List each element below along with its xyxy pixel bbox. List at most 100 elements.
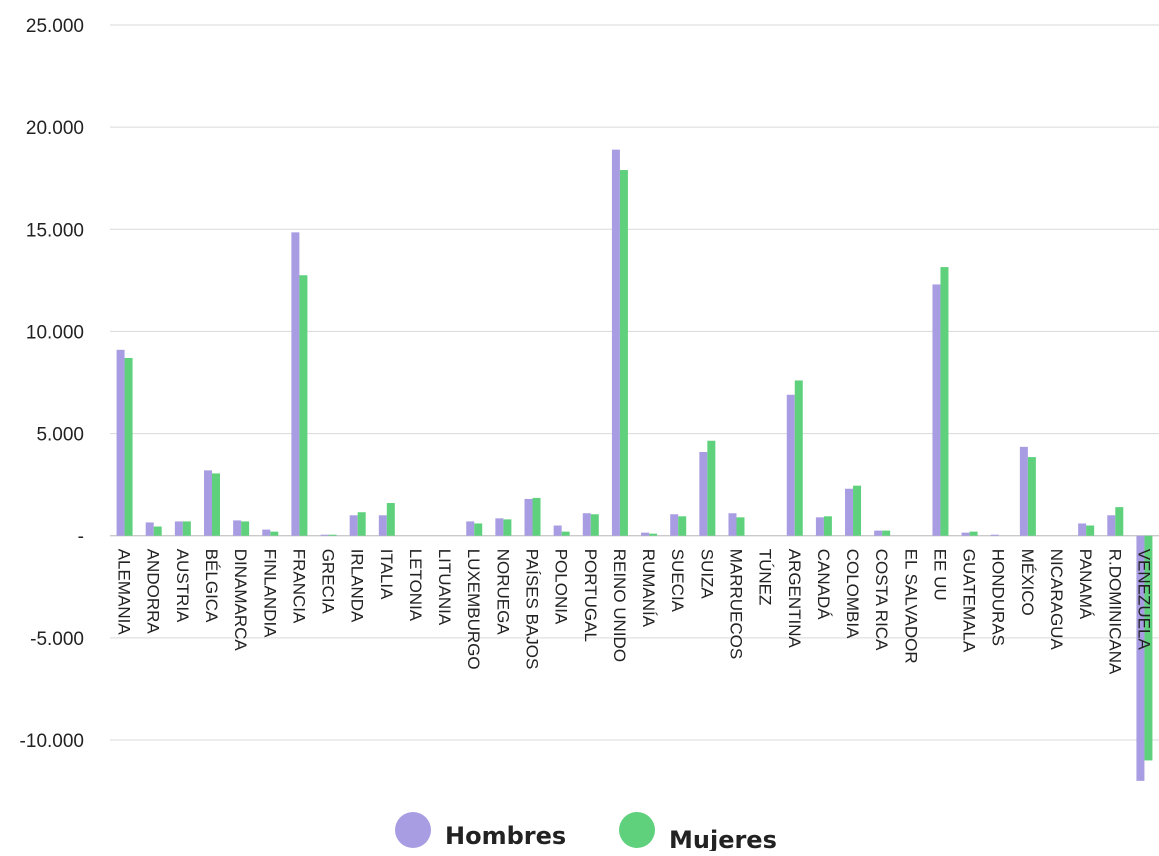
x-tick-label-luxemburgo: LUXEMBURGO <box>464 549 483 670</box>
bar-hombres-ee-uu <box>932 284 941 536</box>
x-tick-label-andorra: ANDORRA <box>144 549 163 635</box>
bar-hombres-rumania <box>641 532 650 536</box>
bar-mujeres-mexico <box>1027 457 1036 536</box>
x-tick-label-honduras: HONDURAS <box>989 549 1008 646</box>
bar-hombres-r-dominicana <box>1107 515 1116 536</box>
bar-mujeres-belgica <box>211 473 220 536</box>
bar-hombres-costa-rica <box>874 530 883 536</box>
bar-mujeres-r-dominicana <box>1115 507 1124 536</box>
x-tick-label-austria: AUSTRIA <box>173 549 192 623</box>
x-tick-label-ee-uu: EE UU <box>930 549 949 601</box>
x-tick-label-el-salvador: EL SALVADOR <box>901 549 920 664</box>
bar-mujeres-colombia <box>853 485 862 536</box>
bar-mujeres-paises-bajos <box>532 497 541 536</box>
bar-hombres-portugal <box>582 513 591 536</box>
y-tick-label: 25.000 <box>26 16 84 37</box>
x-tick-label-francia: FRANCIA <box>289 549 308 624</box>
x-tick-label-suecia: SUECIA <box>668 549 687 613</box>
bar-hombres-venezuela <box>1136 535 1145 781</box>
y-tick-label: 15.000 <box>26 220 84 241</box>
bar-mujeres-reino-unido <box>619 170 628 536</box>
bar-hombres-honduras <box>990 534 999 536</box>
bar-hombres-italia <box>378 515 387 536</box>
x-axis-ticks: ALEMANIA ANDORRA AUSTRIA BÉLGICA DINAMARCA FI… <box>115 549 1154 675</box>
y-tick-label: 20.000 <box>26 118 84 139</box>
gridlines <box>110 24 1159 741</box>
bar-mujeres-ee-uu <box>940 267 949 536</box>
legend-swatch-mujeres <box>619 812 655 848</box>
bar-hombres-andorra <box>145 522 154 536</box>
bar-hombres-dinamarca <box>233 520 242 536</box>
x-tick-label-letonia: LETONIA <box>406 549 425 622</box>
bar-hombres-austria <box>174 521 183 536</box>
bar-hombres-paises-bajos <box>524 498 533 536</box>
y-tick-label: -10.000 <box>20 731 84 752</box>
bar-hombres-polonia <box>553 525 562 536</box>
bar-mujeres-francia <box>299 275 308 536</box>
bar-mujeres-italia <box>386 503 395 536</box>
bar-mujeres-venezuela <box>1144 535 1153 761</box>
bar-mujeres-portugal <box>590 514 599 536</box>
y-tick-label: 5.000 <box>36 425 84 446</box>
x-tick-label-venezuela: VENEZUELA <box>1134 549 1153 651</box>
y-tick-label: -5.000 <box>30 629 84 650</box>
bar-hombres-irlanda <box>349 515 358 536</box>
x-tick-label-paises-bajos: PAÍSES BAJOS <box>523 549 542 670</box>
x-tick-label-noruega: NORUEGA <box>493 549 512 636</box>
x-tick-label-costa-rica: COSTA RICA <box>872 549 891 651</box>
bar-hombres-luxemburgo <box>466 521 475 536</box>
x-tick-label-tunez: TÚNEZ <box>756 549 775 606</box>
bar-hombres-grecia <box>320 534 329 536</box>
x-tick-label-marruecos: MARRUECOS <box>726 549 745 660</box>
bar-hombres-canada <box>815 517 824 536</box>
bar-hombres-noruega <box>495 518 504 536</box>
x-tick-label-r-dominicana: R.DOMINICANA <box>1105 549 1124 675</box>
bar-hombres-francia <box>291 232 300 536</box>
x-tick-label-argentina: ARGENTINA <box>785 549 804 649</box>
x-tick-label-lituania: LITUANIA <box>435 549 454 626</box>
x-tick-label-alemania: ALEMANIA <box>115 549 134 636</box>
x-tick-label-polonia: POLONIA <box>552 549 571 625</box>
bar-hombres-guatemala <box>961 532 970 536</box>
bar-hombres-marruecos <box>728 513 737 536</box>
bar-hombres-alemania <box>116 349 125 536</box>
bar-hombres-belgica <box>203 470 212 536</box>
bar-hombres-panama <box>1078 523 1087 536</box>
bar-mujeres-grecia <box>328 534 337 536</box>
bar-mujeres-noruega <box>503 519 512 536</box>
x-tick-label-portugal: PORTUGAL <box>581 549 600 642</box>
y-tick-label: 10.000 <box>26 322 84 343</box>
bar-hombres-suiza <box>699 451 708 536</box>
x-tick-label-dinamarca: DINAMARCA <box>231 549 250 652</box>
x-tick-label-irlanda: IRLANDA <box>348 549 367 623</box>
bar-mujeres-alemania <box>124 357 133 536</box>
legend: Hombres Mujeres <box>395 812 777 854</box>
legend-label-mujeres: Mujeres <box>669 826 777 851</box>
legend-label-hombres: Hombres <box>445 822 566 850</box>
bar-mujeres-rumania <box>649 533 658 536</box>
x-tick-label-canada: CANADÁ <box>814 549 833 621</box>
bar-mujeres-irlanda <box>357 512 366 536</box>
x-tick-label-guatemala: GUATEMALA <box>960 549 979 653</box>
bar-hombres-reino-unido <box>611 149 620 536</box>
bar-hombres-suecia <box>670 514 679 536</box>
x-tick-label-belgica: BÉLGICA <box>202 549 221 623</box>
bars <box>116 149 1153 781</box>
bar-mujeres-austria <box>182 521 191 536</box>
x-tick-label-reino-unido: REINO UNIDO <box>610 549 629 662</box>
bar-mujeres-luxemburgo <box>474 523 483 536</box>
bar-mujeres-argentina <box>794 380 803 536</box>
bar-mujeres-finlandia <box>270 531 279 536</box>
x-tick-label-mexico: MÉXICO <box>1018 549 1037 616</box>
x-tick-label-rumania: RUMANÍA <box>639 549 658 628</box>
bar-mujeres-guatemala <box>969 531 978 536</box>
bar-mujeres-marruecos <box>736 517 745 536</box>
x-tick-label-nicaragua: NICARAGUA <box>1047 549 1066 651</box>
x-tick-label-colombia: COLOMBIA <box>843 549 862 639</box>
x-tick-label-panama: PANAMÁ <box>1076 549 1095 620</box>
legend-swatch-hombres <box>395 812 431 848</box>
x-tick-label-italia: ITALIA <box>377 549 396 600</box>
bar-hombres-colombia <box>845 488 854 536</box>
